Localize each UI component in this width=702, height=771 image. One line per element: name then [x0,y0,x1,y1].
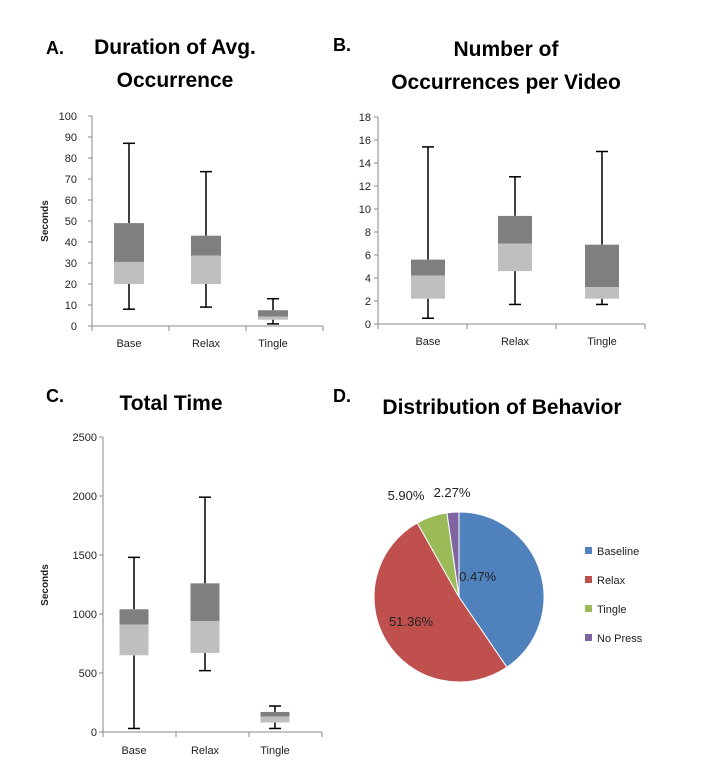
y-tick-label-B: 18 [359,112,371,124]
x-category-label-B: Relax [501,336,530,348]
x-category-label-A: Relax [192,338,221,350]
box-lower-quartile-B [411,275,445,299]
y-tick-label-C: 0 [91,727,97,739]
box-upper-quartile-B [498,215,532,244]
y-tick-label-B: 14 [359,158,371,170]
legend-swatch [585,634,592,641]
box-upper-quartile-C [260,711,290,717]
y-tick-label-B: 0 [365,319,371,331]
y-tick-label-A: 30 [65,258,77,270]
box-upper-quartile-C [119,609,149,625]
x-category-label-B: Tingle [587,336,617,348]
box-lower-quartile-B [585,287,619,299]
chart-title-D: Distribution of Behavior [382,396,621,419]
panel-letter-A: A. [46,38,64,58]
y-tick-label-A: 100 [59,111,77,123]
y-tick-label-A: 60 [65,195,77,207]
box-lower-quartile-C [260,716,290,723]
y-tick-label-B: 2 [365,296,371,308]
pie-percent-label: 40.47% [452,569,497,584]
y-tick-label-B: 10 [359,204,371,216]
y-tick-label-C: 500 [79,668,97,680]
chart-title-B-line-2: Occurrences per Video [391,71,621,94]
x-category-label-A: Tingle [258,338,288,350]
y-tick-label-B: 12 [359,181,371,193]
pie-percent-label: 5.90% [388,488,425,503]
box-upper-quartile-B [585,244,619,288]
panel-letter-D: D. [333,386,351,406]
box-upper-quartile-C [190,583,220,622]
y-tick-label-A: 10 [65,300,77,312]
y-tick-label-C: 2000 [73,491,97,503]
x-category-label-C: Relax [191,745,220,757]
y-tick-label-A: 80 [65,153,77,165]
y-tick-label-B: 4 [365,273,371,285]
box-lower-quartile-A [114,261,144,284]
legend-label: Tingle [597,604,627,616]
panel-letter-B: B. [333,35,351,55]
box-lower-quartile-C [190,621,220,653]
chart-title-B-line-1: Number of [454,38,560,61]
box-upper-quartile-A [258,310,288,317]
panel-letter-C: C. [46,386,64,406]
legend-swatch [585,576,592,583]
y-tick-label-A: 0 [71,321,77,333]
pie-slice-baseline [458,511,545,668]
box-lower-quartile-A [191,255,221,284]
y-axis-label-A: Seconds [40,200,51,242]
chart-title-A-line-1: Duration of Avg. [94,36,256,59]
box-upper-quartile-A [191,235,221,256]
legend-swatch [585,547,592,554]
box-lower-quartile-C [119,624,149,656]
y-tick-label-A: 40 [65,237,77,249]
x-category-label-C: Base [121,745,146,757]
pie-percent-label: 51.36% [389,614,434,629]
y-tick-label-B: 8 [365,227,371,239]
pie-slice-relax [373,522,508,683]
legend-label: No Press [597,633,643,645]
legend-swatch [585,605,592,612]
chart-title-A-line-2: Occurrence [117,69,234,92]
y-tick-label-A: 50 [65,216,77,228]
x-category-label-B: Base [415,336,440,348]
pie-percent-label: 2.27% [434,485,471,500]
x-category-label-C: Tingle [260,745,290,757]
chart-title-C-line-1: Total Time [119,392,222,415]
legend-label: Baseline [597,546,639,558]
y-tick-label-C: 2500 [73,432,97,444]
box-upper-quartile-A [114,223,144,262]
box-lower-quartile-B [498,243,532,272]
y-tick-label-B: 6 [365,250,371,262]
pie-slice-no-press [446,511,460,598]
box-lower-quartile-A [258,316,288,320]
y-tick-label-C: 1000 [73,609,97,621]
x-category-label-A: Base [116,338,141,350]
y-tick-label-A: 20 [65,279,77,291]
y-axis-label-C: Seconds [40,564,51,606]
y-tick-label-C: 1500 [73,550,97,562]
box-upper-quartile-B [411,259,445,276]
y-tick-label-A: 90 [65,132,77,144]
y-tick-label-B: 16 [359,135,371,147]
legend-label: Relax [597,575,626,587]
y-tick-label-A: 70 [65,174,77,186]
